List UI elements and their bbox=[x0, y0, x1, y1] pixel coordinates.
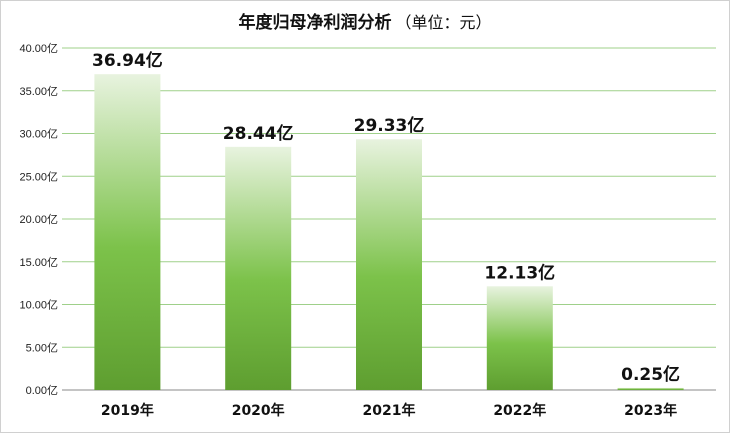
chart-title-block: 年度归母净利润分析 （单位：元） bbox=[0, 8, 730, 33]
y-tick-label: 15.00亿 bbox=[19, 256, 58, 269]
data-labels: 36.94亿 28.44亿 29.33亿 12.13亿 0.25亿 bbox=[92, 50, 680, 385]
bar bbox=[617, 387, 684, 390]
bar bbox=[486, 286, 553, 390]
data-label: 0.25亿 bbox=[621, 364, 680, 385]
x-tick-label: 2020年 bbox=[232, 402, 285, 419]
bar bbox=[225, 146, 292, 390]
data-label: 36.94亿 bbox=[92, 50, 163, 71]
y-tick-label: 0.00亿 bbox=[26, 384, 58, 397]
y-tick-label: 40.00亿 bbox=[19, 42, 58, 55]
y-tick-label: 35.00亿 bbox=[19, 85, 58, 98]
bars bbox=[94, 74, 684, 391]
data-label: 29.33亿 bbox=[354, 115, 425, 136]
y-tick-label: 30.00亿 bbox=[19, 128, 58, 141]
y-tick-label: 25.00亿 bbox=[19, 170, 58, 183]
chart-title: 年度归母净利润分析 bbox=[238, 13, 392, 33]
x-tick-label: 2022年 bbox=[493, 402, 546, 419]
y-tick-label: 5.00亿 bbox=[26, 341, 58, 354]
data-label: 12.13亿 bbox=[484, 262, 555, 283]
x-tick-label: 2021年 bbox=[363, 402, 416, 419]
y-axis-ticks: 0.00亿 5.00亿 10.00亿 15.00亿 20.00亿 25.00亿 30.00亿… bbox=[19, 42, 58, 397]
y-tick-label: 10.00亿 bbox=[19, 299, 58, 312]
y-tick-label: 20.00亿 bbox=[19, 213, 58, 226]
x-tick-label: 2023年 bbox=[624, 402, 677, 419]
data-label: 28.44亿 bbox=[223, 123, 294, 144]
unit-note: （单位：元） bbox=[395, 13, 492, 32]
bar bbox=[356, 139, 422, 390]
x-axis-labels: 2019年 2020年 2021年 2022年 2023年 bbox=[101, 402, 677, 419]
x-tick-label: 2019年 bbox=[101, 402, 154, 419]
bar bbox=[94, 74, 161, 391]
